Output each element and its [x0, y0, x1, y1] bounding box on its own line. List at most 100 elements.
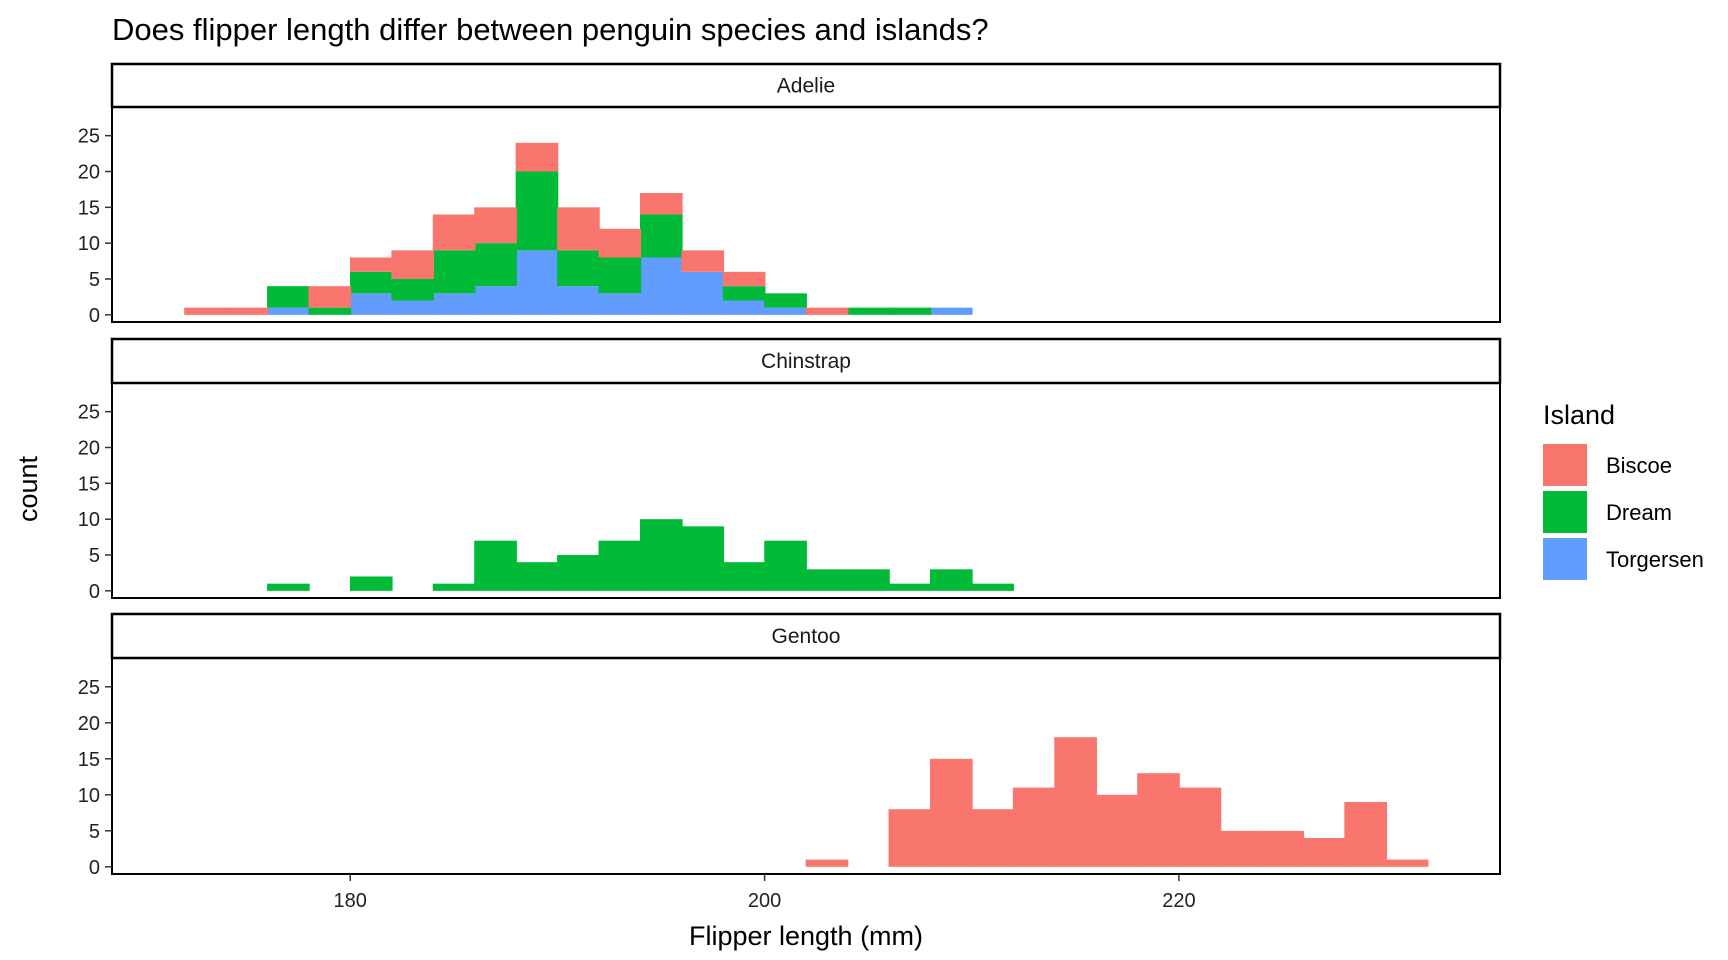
- bar-dream: [888, 307, 932, 315]
- bar-dream: [722, 286, 766, 301]
- bar-biscoe: [598, 228, 642, 258]
- bar-dream: [474, 540, 517, 591]
- bar-biscoe: [225, 307, 269, 315]
- y-axis-title: count: [13, 455, 43, 522]
- bar-biscoe: [515, 142, 559, 172]
- bar-biscoe: [929, 758, 973, 867]
- y-tick-label: 15: [78, 749, 100, 771]
- bar-dream: [432, 583, 476, 591]
- bar-dream: [308, 307, 352, 315]
- bar-torgersen: [598, 293, 642, 315]
- legend-label-torgersen: Torgersen: [1606, 547, 1704, 572]
- y-tick-label: 10: [78, 509, 100, 531]
- legend-label-biscoe: Biscoe: [1606, 453, 1672, 478]
- bar-dream: [557, 250, 600, 287]
- panel-border: [111, 657, 1501, 875]
- y-tick-label: 5: [89, 821, 100, 843]
- bar-dream: [639, 214, 683, 258]
- bar-torgersen: [557, 286, 600, 315]
- legend-label-dream: Dream: [1606, 500, 1672, 525]
- bar-torgersen: [267, 307, 310, 315]
- bar-biscoe: [722, 271, 766, 287]
- bar-dream: [349, 576, 393, 591]
- bar-biscoe: [432, 214, 476, 251]
- y-tick-label: 15: [78, 473, 100, 495]
- bar-biscoe: [474, 207, 517, 244]
- bar-torgersen: [391, 300, 435, 315]
- bar-dream: [391, 279, 435, 301]
- y-tick-label: 15: [78, 197, 100, 219]
- bar-biscoe: [1261, 830, 1305, 867]
- x-tick-label: 180: [334, 890, 367, 912]
- bar-biscoe: [1012, 787, 1056, 867]
- bar-torgersen: [639, 257, 683, 315]
- bar-biscoe: [1054, 737, 1097, 867]
- bar-biscoe: [681, 250, 725, 272]
- legend-key-torgersen: [1543, 538, 1587, 580]
- bar-torgersen: [722, 300, 766, 315]
- y-tick-label: 25: [78, 677, 100, 699]
- facet-strip-label: Gentoo: [772, 625, 841, 648]
- bar-dream: [681, 526, 725, 591]
- bar-biscoe: [1137, 773, 1180, 867]
- bar-torgersen: [929, 307, 973, 315]
- bar-torgersen: [764, 307, 807, 315]
- bar-biscoe: [805, 859, 849, 867]
- bar-biscoe: [1302, 838, 1346, 867]
- bar-dream: [432, 250, 476, 294]
- bar-dream: [515, 171, 559, 251]
- bar-biscoe: [308, 286, 352, 308]
- bar-dream: [598, 540, 642, 591]
- bar-biscoe: [971, 809, 1015, 867]
- bar-dream: [557, 555, 600, 591]
- bar-dream: [515, 562, 559, 591]
- bar-dream: [764, 540, 807, 591]
- bar-dream: [267, 286, 310, 308]
- bar-dream: [888, 583, 932, 591]
- y-tick-label: 10: [78, 785, 100, 807]
- bar-biscoe: [1385, 859, 1429, 867]
- bar-torgersen: [432, 293, 476, 315]
- legend-key-dream: [1543, 491, 1587, 533]
- facet-strip: [110, 62, 1502, 109]
- bar-biscoe: [184, 307, 227, 315]
- bar-biscoe: [391, 250, 435, 279]
- facet-gentoo: Gentoo 0 5 10 15 20 25: [78, 612, 1502, 879]
- y-tick-label: 20: [78, 438, 100, 460]
- facet-strip: [110, 337, 1502, 385]
- chart-title: Does flipper length differ between pengu…: [112, 12, 989, 47]
- facet-strip-label: Adelie: [777, 75, 835, 98]
- bar-biscoe: [1095, 794, 1139, 867]
- bar-torgersen: [681, 271, 725, 315]
- facet-panels: Adelie0510152025Chinstrap0510152025Gento…: [78, 62, 1502, 912]
- legend-title: Island: [1543, 400, 1615, 430]
- bar-dream: [349, 271, 393, 294]
- y-tick-label: 25: [78, 402, 100, 424]
- y-tick-label: 5: [89, 269, 100, 291]
- panel-border: [111, 106, 1501, 323]
- bar-dream: [929, 569, 973, 591]
- bar-biscoe: [1344, 802, 1387, 867]
- bar-dream: [847, 569, 890, 591]
- y-tick-label: 0: [89, 305, 100, 327]
- bar-biscoe: [557, 207, 600, 251]
- x-axis-title: Flipper length (mm): [689, 921, 923, 951]
- bar-biscoe: [639, 193, 683, 215]
- bar-biscoe: [888, 809, 932, 867]
- bar-biscoe: [349, 257, 393, 272]
- bar-dream: [847, 307, 890, 315]
- y-tick-label: 20: [78, 713, 100, 735]
- y-tick-label: 20: [78, 162, 100, 184]
- y-tick-label: 10: [78, 233, 100, 255]
- y-tick-label: 0: [89, 581, 100, 603]
- bar-torgersen: [515, 250, 559, 315]
- y-tick-label: 25: [78, 126, 100, 148]
- facet-chinstrap: Chinstrap 0 5 10 15 20 25: [78, 337, 1502, 603]
- bar-dream: [764, 293, 807, 308]
- bar-torgersen: [349, 293, 393, 315]
- bar-dream: [474, 243, 517, 287]
- x-axis: 180 200 220: [334, 874, 1196, 912]
- bar-biscoe: [805, 307, 849, 315]
- bar-dream: [598, 257, 642, 294]
